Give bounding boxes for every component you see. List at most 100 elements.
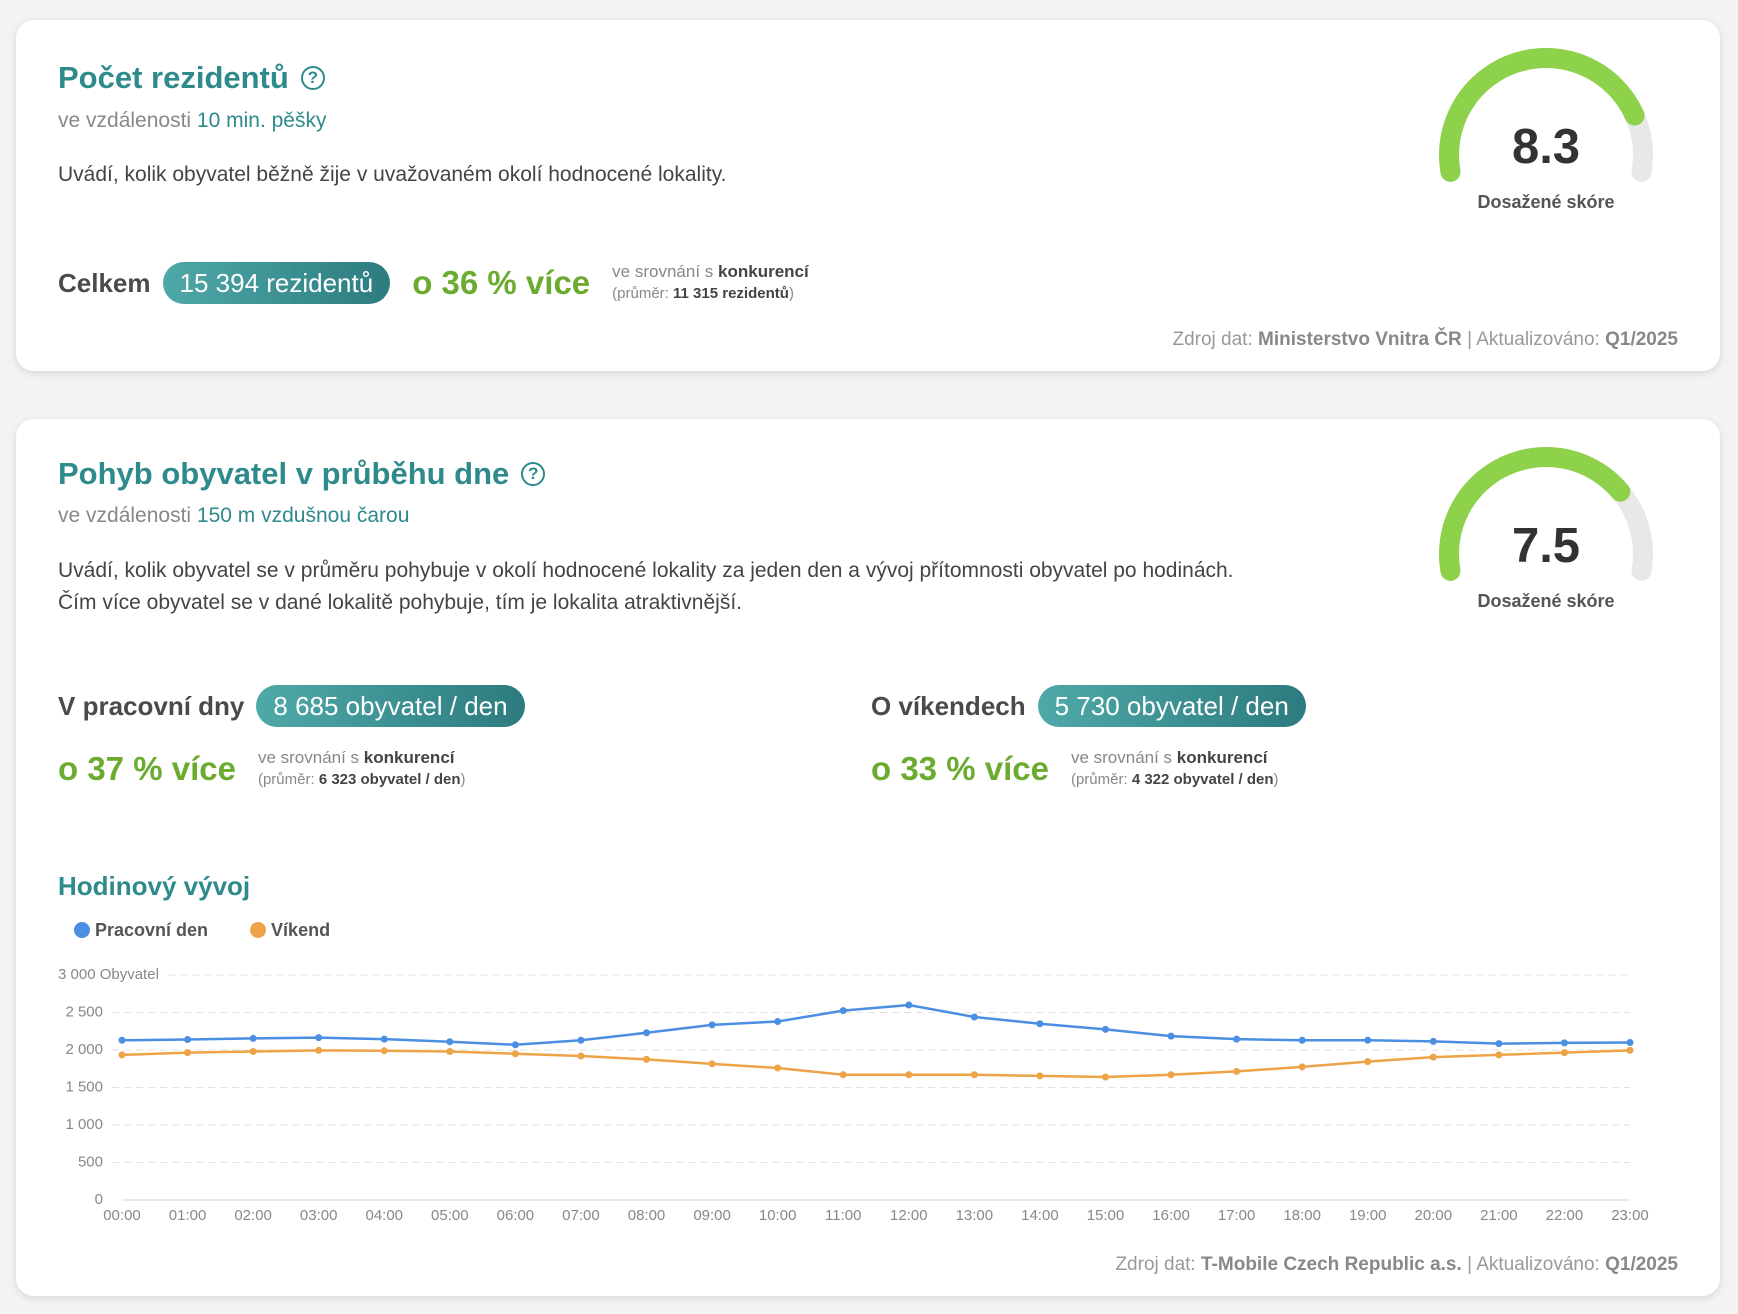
movement-card: Pohyb obyvatel v průběhu dne? ve vzdálen… bbox=[16, 419, 1720, 1296]
data-point[interactable] bbox=[905, 1071, 913, 1079]
stat-pill: 5 730 obyvatel / den bbox=[1037, 685, 1306, 727]
data-point[interactable] bbox=[1429, 1053, 1437, 1061]
data-point[interactable] bbox=[1101, 1073, 1109, 1081]
source-name: Ministerstvo Vnitra ČR bbox=[1258, 329, 1462, 350]
data-point[interactable] bbox=[446, 1048, 454, 1055]
separator: | bbox=[1467, 1254, 1472, 1275]
updated-label: Aktualizováno: bbox=[1476, 329, 1600, 350]
data-point[interactable] bbox=[184, 1036, 192, 1043]
data-point[interactable] bbox=[1495, 1051, 1503, 1059]
data-point[interactable] bbox=[511, 1050, 519, 1058]
data-point[interactable] bbox=[118, 1036, 126, 1044]
data-point[interactable] bbox=[1626, 1046, 1634, 1054]
x-tick-label: 18:00 bbox=[1283, 1207, 1321, 1224]
comparison: ve srovnání s konkurencí (průměr: 4 322 … bbox=[1071, 747, 1279, 791]
data-point[interactable] bbox=[1101, 1025, 1109, 1033]
data-point[interactable] bbox=[577, 1036, 585, 1044]
x-tick-label: 15:00 bbox=[1087, 1207, 1125, 1224]
data-point[interactable] bbox=[970, 1013, 978, 1021]
y-tick-label: 2 500 bbox=[65, 1003, 103, 1020]
subtitle-prefix: ve vzdálenosti bbox=[58, 504, 192, 527]
data-point[interactable] bbox=[1298, 1063, 1306, 1071]
stat-compare-row: o 37 % více ve srovnání s konkurencí (pr… bbox=[58, 747, 466, 791]
average-value: 4 322 obyvatel / den bbox=[1131, 771, 1274, 788]
data-point[interactable] bbox=[118, 1051, 126, 1059]
y-tick-label: 3 000 Obyvatel bbox=[58, 966, 159, 983]
data-point[interactable] bbox=[1167, 1071, 1175, 1079]
data-point[interactable] bbox=[249, 1048, 257, 1055]
data-point[interactable] bbox=[774, 1018, 782, 1025]
stat-difference: o 37 % více bbox=[58, 750, 236, 787]
data-point[interactable] bbox=[970, 1071, 978, 1079]
x-tick-label: 06:00 bbox=[497, 1207, 535, 1224]
data-point[interactable] bbox=[839, 1007, 847, 1015]
compare-target: konkurencí bbox=[363, 748, 455, 767]
data-point[interactable] bbox=[1560, 1049, 1568, 1057]
legend-marker[interactable] bbox=[250, 922, 267, 938]
stat-row: Celkem 15 394 rezidentů o 36 % více ve s… bbox=[58, 261, 809, 305]
subtitle-value: 10 min. pěšky bbox=[196, 109, 327, 132]
gauge-value bbox=[1439, 447, 1631, 581]
data-point[interactable] bbox=[577, 1052, 585, 1060]
data-point[interactable] bbox=[184, 1049, 192, 1057]
data-point[interactable] bbox=[1233, 1035, 1241, 1043]
data-point[interactable] bbox=[1233, 1067, 1241, 1075]
average-suffix: ) bbox=[460, 771, 466, 788]
data-point[interactable] bbox=[1036, 1072, 1044, 1080]
score-gauge: 7.5 Dosažené skóre bbox=[1439, 447, 1653, 611]
y-tick-label: 500 bbox=[78, 1153, 103, 1170]
x-tick-label: 10:00 bbox=[759, 1207, 797, 1224]
average-prefix: (průměr: bbox=[1070, 771, 1128, 788]
legend-marker[interactable] bbox=[74, 922, 90, 938]
separator: | bbox=[1467, 329, 1472, 350]
data-point[interactable] bbox=[1560, 1039, 1568, 1047]
source-name: T-Mobile Czech Republic a.s. bbox=[1201, 1254, 1462, 1275]
data-point[interactable] bbox=[315, 1046, 323, 1054]
description: Uvádí, kolik obyvatel běžně žije v uvažo… bbox=[58, 163, 727, 186]
x-tick-label: 07:00 bbox=[562, 1207, 600, 1224]
comparison: ve srovnání s konkurencí (průměr: 6 323 … bbox=[258, 747, 466, 791]
data-point[interactable] bbox=[1626, 1039, 1634, 1046]
data-point[interactable] bbox=[1364, 1036, 1372, 1044]
stat-label: V pracovní dny bbox=[58, 690, 245, 721]
help-icon[interactable]: ? bbox=[521, 462, 546, 486]
data-point[interactable] bbox=[315, 1034, 323, 1042]
updated-label: Aktualizováno: bbox=[1476, 1254, 1600, 1275]
chart-title: Hodinový vývoj bbox=[58, 871, 251, 901]
data-point[interactable] bbox=[643, 1029, 651, 1037]
data-point[interactable] bbox=[249, 1034, 257, 1042]
data-point[interactable] bbox=[1364, 1058, 1372, 1066]
average-prefix: (průměr: bbox=[612, 285, 669, 302]
x-tick-label: 03:00 bbox=[300, 1207, 338, 1224]
stat-pill: 15 394 rezidentů bbox=[162, 262, 391, 304]
y-tick-label: 2 000 bbox=[65, 1041, 103, 1058]
comparison: ve srovnání s konkurencí (průměr: 11 315… bbox=[612, 261, 809, 305]
data-point[interactable] bbox=[1167, 1032, 1175, 1040]
stat-row: V pracovní dny 8 685 obyvatel / den bbox=[58, 684, 525, 728]
data-point[interactable] bbox=[1298, 1036, 1306, 1044]
data-point[interactable] bbox=[1036, 1020, 1044, 1028]
data-point[interactable] bbox=[446, 1038, 454, 1046]
legend-label[interactable]: Víkend bbox=[271, 920, 330, 940]
data-point[interactable] bbox=[643, 1055, 651, 1063]
data-point[interactable] bbox=[905, 1001, 913, 1009]
data-point[interactable] bbox=[380, 1047, 388, 1055]
data-point[interactable] bbox=[774, 1064, 782, 1072]
x-tick-label: 14:00 bbox=[1021, 1207, 1059, 1224]
data-point[interactable] bbox=[380, 1035, 388, 1043]
data-point[interactable] bbox=[511, 1041, 519, 1049]
legend-label[interactable]: Pracovní den bbox=[95, 920, 208, 940]
score-value: 8.3 bbox=[1512, 120, 1580, 174]
compare-prefix: ve srovnání s bbox=[612, 262, 714, 281]
help-icon[interactable]: ? bbox=[300, 66, 325, 90]
x-tick-label: 09:00 bbox=[693, 1207, 731, 1224]
data-point[interactable] bbox=[839, 1071, 847, 1079]
data-point[interactable] bbox=[708, 1021, 716, 1029]
source-label: Zdroj dat: bbox=[1115, 1254, 1196, 1275]
data-point[interactable] bbox=[1495, 1040, 1503, 1048]
y-tick-label: 0 bbox=[95, 1191, 103, 1208]
data-point[interactable] bbox=[708, 1060, 716, 1068]
data-point[interactable] bbox=[1429, 1037, 1437, 1045]
x-tick-label: 21:00 bbox=[1480, 1207, 1518, 1224]
